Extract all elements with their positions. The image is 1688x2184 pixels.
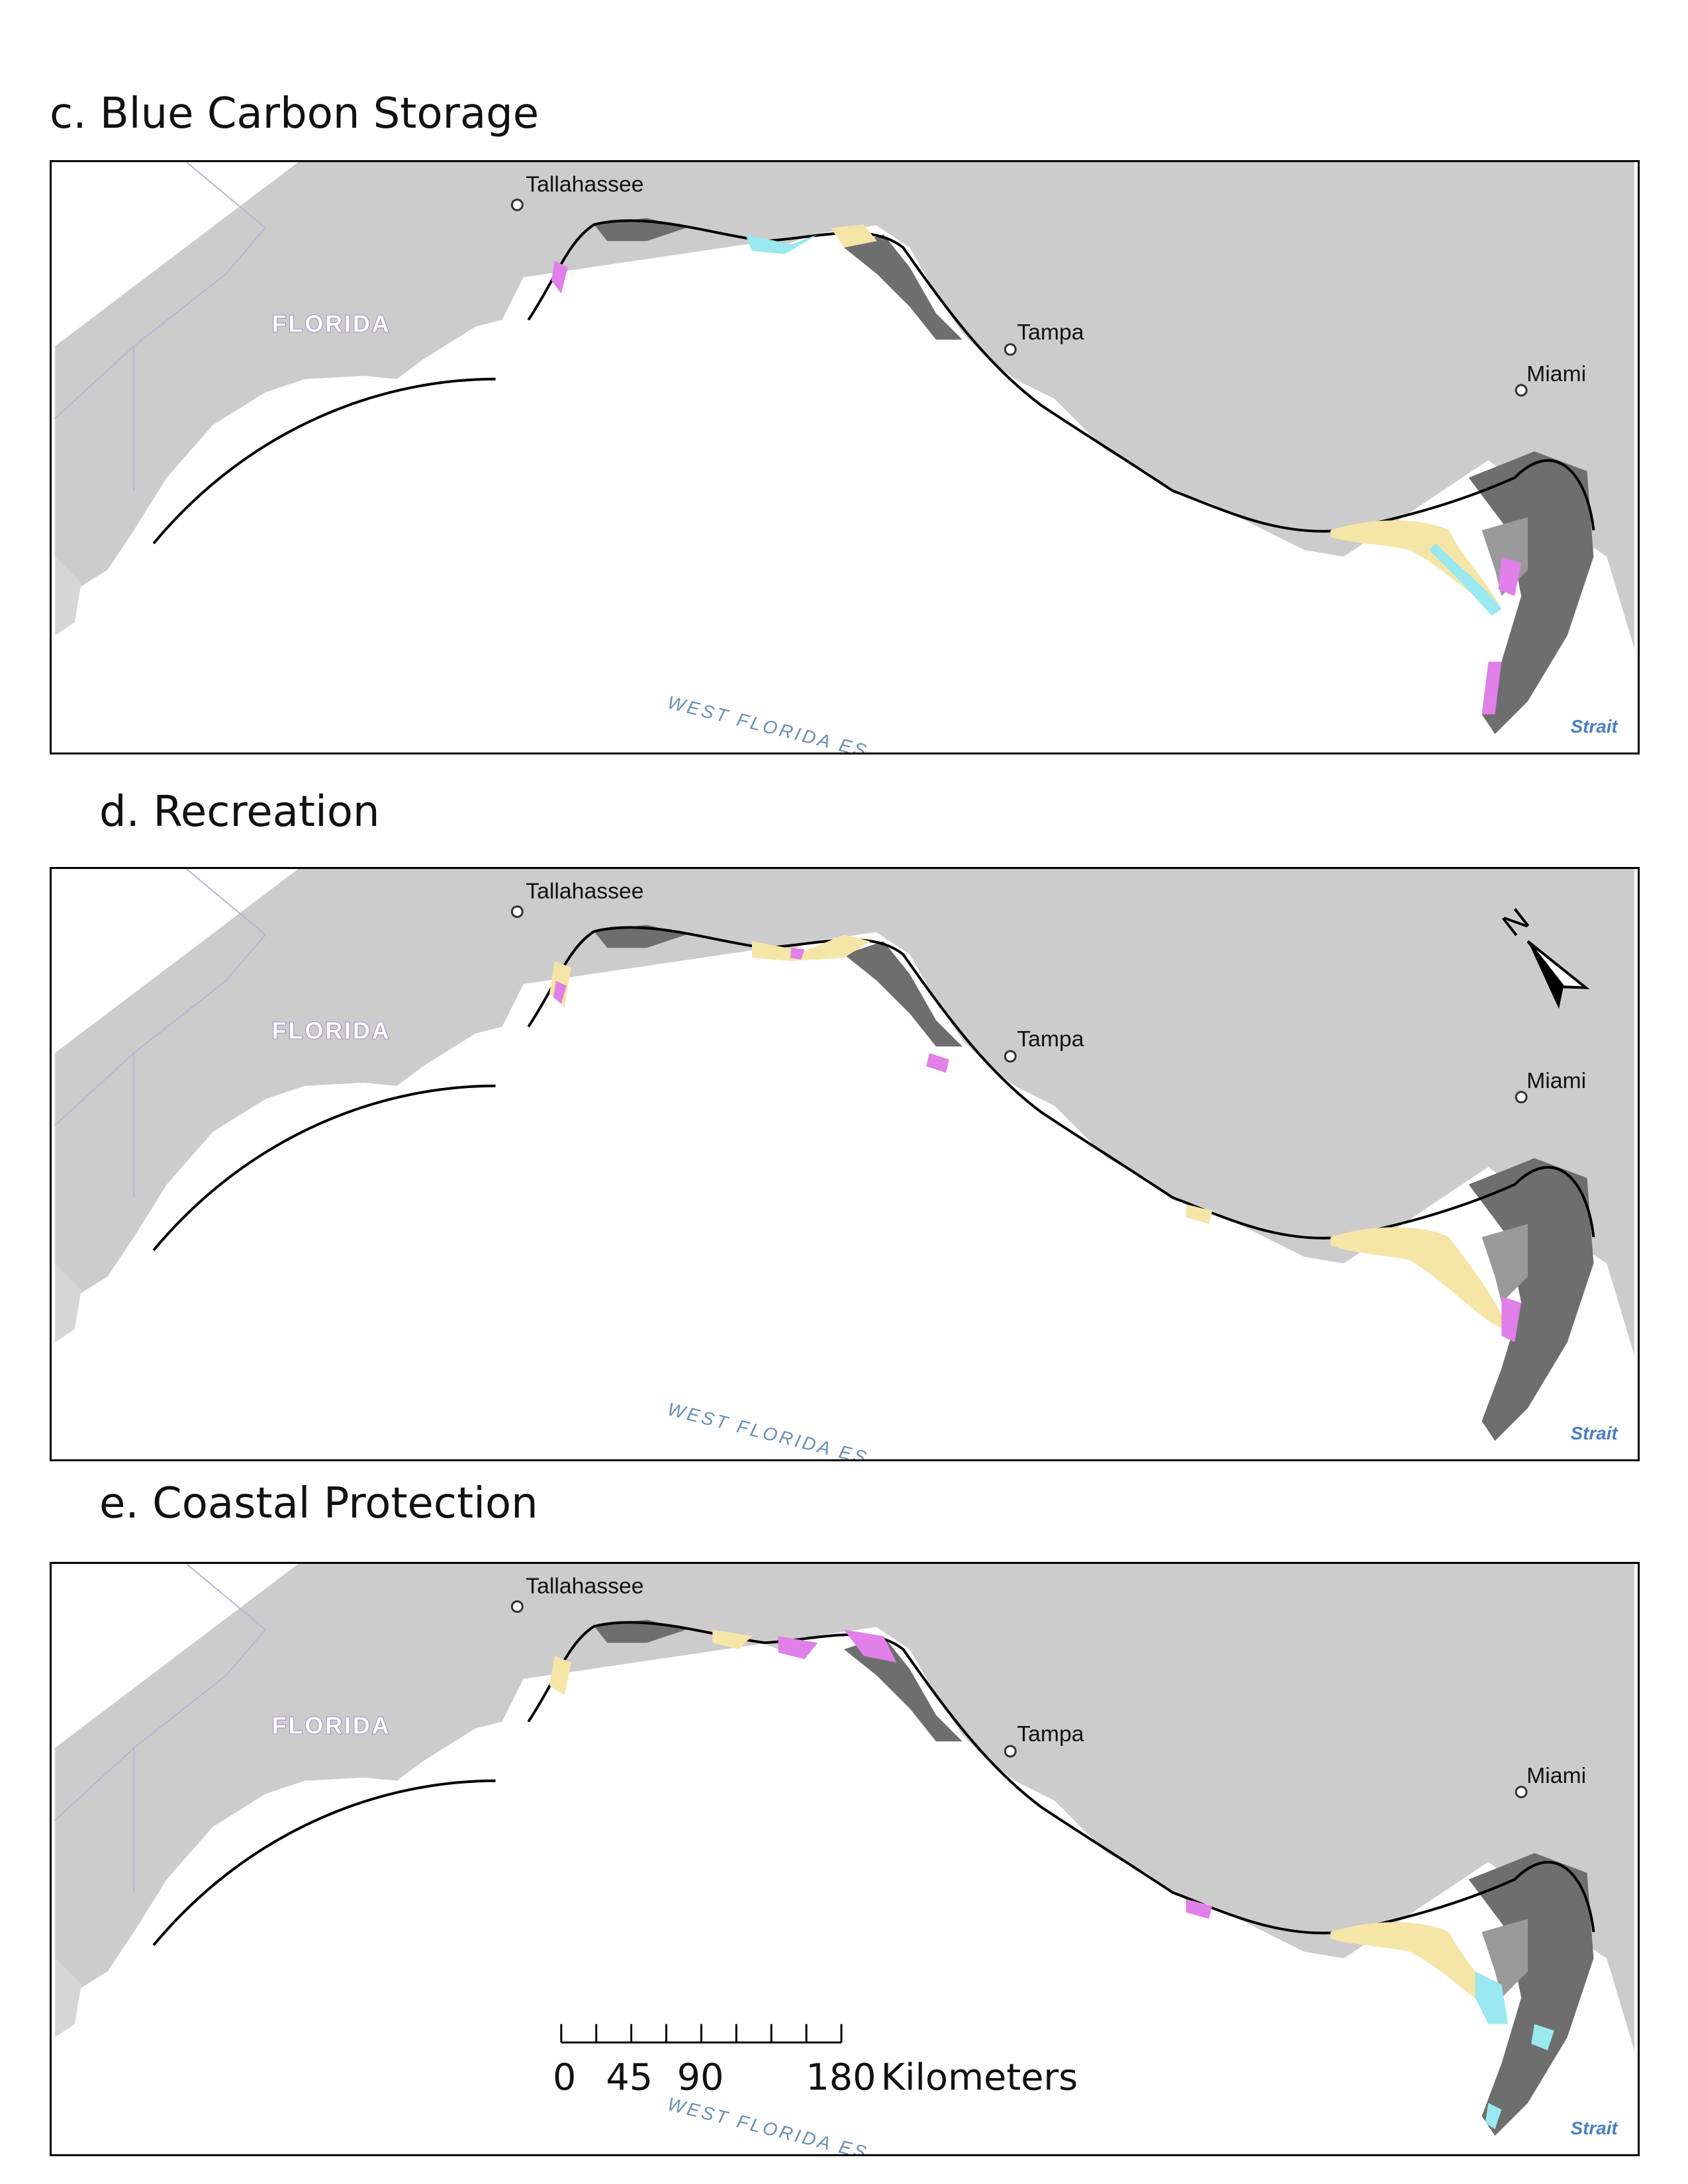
- strait-label: Strait: [1571, 2118, 1619, 2138]
- strait-label: Strait: [1571, 716, 1619, 737]
- city-label-miami: Miami: [1526, 1763, 1586, 1788]
- city-marker-miami: [1515, 384, 1528, 397]
- scale-ticks: [560, 2024, 843, 2043]
- map-panel-coastal-protection: Tallahassee Tampa Miami FLORIDA WEST FLO…: [50, 1562, 1640, 2156]
- panel-title-coastal-protection: e. Coastal Protection: [99, 1479, 538, 1528]
- city-label-miami: Miami: [1526, 1068, 1586, 1093]
- city-label-tampa: Tampa: [1017, 1721, 1084, 1747]
- strait-label: Strait: [1571, 1423, 1619, 1443]
- map-panel-blue-carbon: Tallahassee Tampa Miami FLORIDA WEST FLO…: [50, 160, 1640, 754]
- city-marker-tallahassee: [510, 1600, 524, 1614]
- map-svg: Tallahassee Tampa Miami FLORIDA WEST FLO…: [54, 162, 1634, 752]
- sea-label: WEST FLORIDA ES: [665, 2093, 870, 2154]
- sea-label: WEST FLORIDA ES: [665, 1398, 870, 1459]
- panel-title-blue-carbon: c. Blue Carbon Storage: [50, 89, 539, 138]
- scale-tick-label-0: 0: [553, 2056, 576, 2099]
- city-label-tallahassee: Tallahassee: [526, 1574, 643, 1599]
- sea-label: WEST FLORIDA ES: [665, 692, 870, 752]
- city-label-tallahassee: Tallahassee: [526, 172, 643, 197]
- city-marker-tallahassee: [510, 199, 524, 212]
- city-label-tallahassee: Tallahassee: [526, 879, 643, 904]
- state-label-florida: FLORIDA: [272, 1712, 391, 1739]
- scale-tick-label-180: 180: [806, 2056, 876, 2099]
- scale-tick-label-90: 90: [677, 2056, 724, 2099]
- scale-tick-label-45: 45: [606, 2056, 653, 2099]
- map-panel-recreation: Tallahassee Tampa Miami FLORIDA WEST FLO…: [50, 867, 1640, 1461]
- map-svg: Tallahassee Tampa Miami FLORIDA WEST FLO…: [54, 1564, 1634, 2154]
- city-marker-miami: [1515, 1091, 1528, 1104]
- state-label-florida: FLORIDA: [272, 310, 391, 337]
- city-marker-tampa: [1004, 343, 1017, 356]
- city-label-tampa: Tampa: [1017, 320, 1084, 345]
- panel-title-recreation: d. Recreation: [99, 788, 380, 837]
- scale-bar: 0 45 90 180 Kilometers: [553, 2024, 1078, 2099]
- city-marker-tampa: [1004, 1050, 1017, 1063]
- city-marker-tallahassee: [510, 905, 524, 919]
- city-label-miami: Miami: [1526, 361, 1586, 387]
- city-marker-tampa: [1004, 1745, 1017, 1758]
- scale-unit-label: Kilometers: [881, 2056, 1078, 2099]
- city-marker-miami: [1515, 1786, 1528, 1799]
- city-label-tampa: Tampa: [1017, 1026, 1084, 1052]
- state-label-florida: FLORIDA: [272, 1017, 391, 1044]
- map-svg: Tallahassee Tampa Miami FLORIDA WEST FLO…: [54, 869, 1634, 1459]
